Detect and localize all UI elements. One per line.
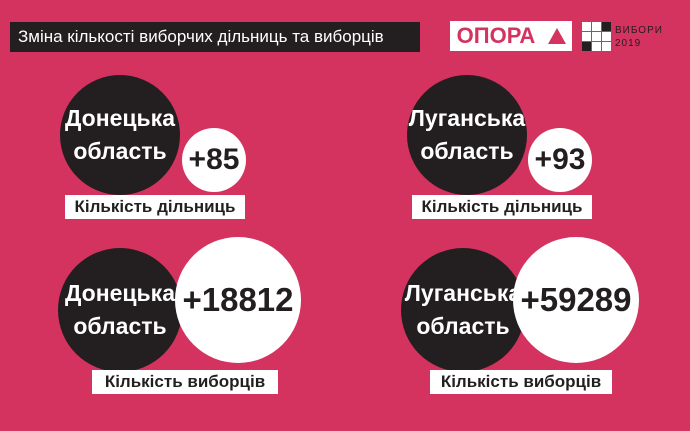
region-circle-donetsk: Донецька область [58,248,182,372]
metric-label: Кількість дільниць [412,195,592,219]
region-circle-donetsk: Донецька область [60,75,180,195]
region-circle-luhansk: Луганська область [401,248,525,372]
value-circle: +59289 [513,237,639,363]
value-circle: +93 [528,128,592,192]
vybory-grid-icon [582,22,611,51]
metric-label: Кількість виборців [430,370,612,394]
metric-label: Кількість виборців [92,370,278,394]
value-circle: +18812 [175,237,301,363]
region-circle-luhansk: Луганська область [407,75,527,195]
vybory-logo: ВИБОРИ 2019 [615,25,663,49]
opora-logo: ОПОРА [450,21,542,51]
value-circle: +85 [182,128,246,192]
metric-label: Кількість дільниць [65,195,245,219]
page-title: Зміна кількості виборчих дільниць та виб… [10,22,420,52]
triangle-icon [542,21,572,51]
